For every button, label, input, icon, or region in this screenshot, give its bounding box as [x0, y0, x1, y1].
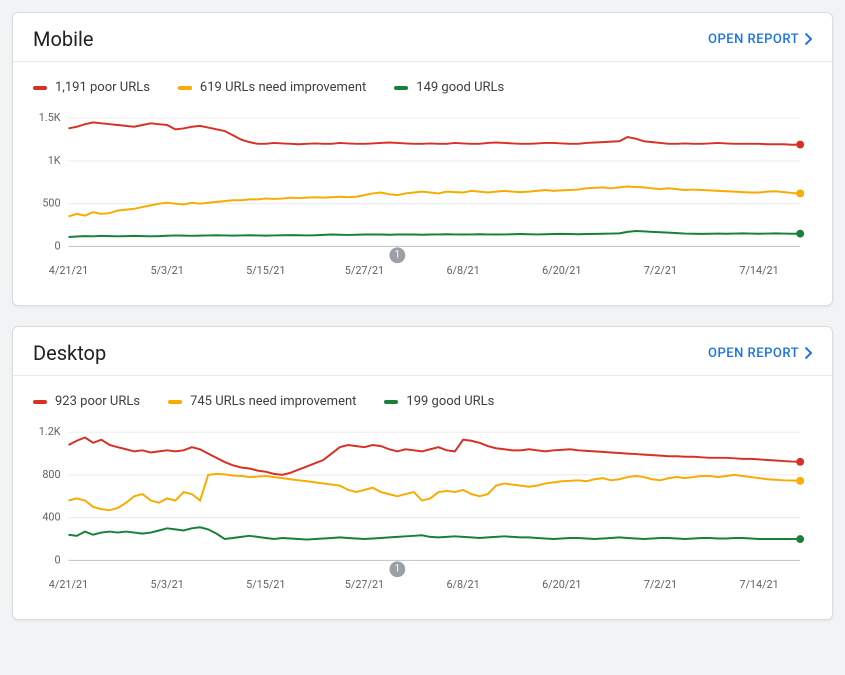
legend-poor: 923 poor URLs: [33, 394, 140, 409]
svg-text:800: 800: [42, 468, 60, 481]
chart-svg: 0 500 1K 1.5K 1 4/21/21 5/3/21 5/15/21 5/27/21…: [33, 107, 812, 297]
chevron-right-icon: [805, 347, 812, 359]
series-poor: [68, 122, 800, 144]
legend-label-good: 149 good URLs: [416, 80, 504, 95]
svg-text:1.5K: 1.5K: [39, 111, 61, 124]
legend-label-poor: 923 poor URLs: [55, 394, 140, 409]
end-marker-poor: [796, 458, 804, 466]
svg-text:1: 1: [395, 564, 401, 575]
svg-text:1: 1: [395, 250, 401, 261]
card-header: Desktop OPEN REPORT: [13, 327, 832, 375]
legend-needs: 745 URLs need improvement: [168, 394, 356, 409]
end-marker-needs: [796, 190, 804, 198]
legend-label-needs: 619 URLs need improvement: [200, 80, 366, 95]
legend-swatch-poor: [33, 400, 47, 404]
svg-text:7/14/21: 7/14/21: [739, 264, 778, 277]
card-header: Mobile OPEN REPORT: [13, 13, 832, 61]
open-report-label: OPEN REPORT: [708, 32, 799, 47]
event-marker[interactable]: 1: [389, 561, 405, 577]
series-good: [68, 231, 800, 237]
card-title: Mobile: [33, 27, 93, 51]
end-marker-good: [796, 535, 804, 543]
card-mobile: Mobile OPEN REPORT 1,191 poor URLs 619 U…: [12, 12, 833, 306]
legend-good: 149 good URLs: [394, 80, 504, 95]
open-report-label: OPEN REPORT: [708, 346, 799, 361]
svg-text:4/21/21: 4/21/21: [49, 578, 88, 591]
end-marker-poor: [796, 141, 804, 149]
end-marker-good: [796, 230, 804, 238]
series-poor: [68, 438, 800, 475]
svg-text:7/2/21: 7/2/21: [644, 578, 677, 591]
svg-text:6/20/21: 6/20/21: [542, 578, 581, 591]
svg-text:5/27/21: 5/27/21: [345, 578, 384, 591]
event-marker[interactable]: 1: [389, 247, 405, 263]
svg-text:5/27/21: 5/27/21: [345, 264, 384, 277]
legend-label-needs: 745 URLs need improvement: [190, 394, 356, 409]
series-needs: [68, 474, 800, 510]
svg-text:500: 500: [42, 197, 60, 210]
legend-swatch-needs: [178, 86, 192, 90]
legend-label-poor: 1,191 poor URLs: [55, 80, 150, 95]
svg-text:0: 0: [55, 239, 61, 252]
chart-mobile: 0 500 1K 1.5K 1 4/21/21 5/3/21 5/15/21 5/27/21…: [13, 103, 832, 305]
open-report-link[interactable]: OPEN REPORT: [708, 32, 812, 47]
open-report-link[interactable]: OPEN REPORT: [708, 346, 812, 361]
legend-swatch-poor: [33, 86, 47, 90]
svg-text:5/15/21: 5/15/21: [246, 264, 285, 277]
series-needs: [68, 187, 800, 217]
svg-text:7/2/21: 7/2/21: [644, 264, 677, 277]
legend-swatch-good: [394, 86, 408, 90]
svg-text:4/21/21: 4/21/21: [49, 264, 88, 277]
legend: 1,191 poor URLs 619 URLs need improvemen…: [13, 62, 832, 103]
chart-desktop: 0 400 800 1.2K 1 4/21/21 5/3/21 5/15/21 5/27/2…: [13, 417, 832, 619]
svg-text:1.2K: 1.2K: [39, 425, 61, 438]
svg-text:400: 400: [42, 511, 60, 524]
series-good: [68, 527, 800, 539]
legend-swatch-needs: [168, 400, 182, 404]
svg-text:5/3/21: 5/3/21: [151, 578, 184, 591]
legend-poor: 1,191 poor URLs: [33, 80, 150, 95]
svg-text:6/8/21: 6/8/21: [446, 578, 479, 591]
svg-text:5/3/21: 5/3/21: [151, 264, 184, 277]
svg-text:6/8/21: 6/8/21: [446, 264, 479, 277]
svg-text:1K: 1K: [48, 154, 61, 167]
svg-text:0: 0: [55, 553, 61, 566]
end-marker-needs: [796, 477, 804, 485]
legend-label-good: 199 good URLs: [406, 394, 494, 409]
svg-text:5/15/21: 5/15/21: [246, 578, 285, 591]
svg-text:6/20/21: 6/20/21: [542, 264, 581, 277]
chevron-right-icon: [805, 33, 812, 45]
card-desktop: Desktop OPEN REPORT 923 poor URLs 745 UR…: [12, 326, 833, 620]
legend-good: 199 good URLs: [384, 394, 494, 409]
card-title: Desktop: [33, 341, 106, 365]
legend-needs: 619 URLs need improvement: [178, 80, 366, 95]
svg-text:7/14/21: 7/14/21: [739, 578, 778, 591]
legend: 923 poor URLs 745 URLs need improvement …: [13, 376, 832, 417]
chart-svg: 0 400 800 1.2K 1 4/21/21 5/3/21 5/15/21 5/27/2…: [33, 421, 812, 611]
legend-swatch-good: [384, 400, 398, 404]
